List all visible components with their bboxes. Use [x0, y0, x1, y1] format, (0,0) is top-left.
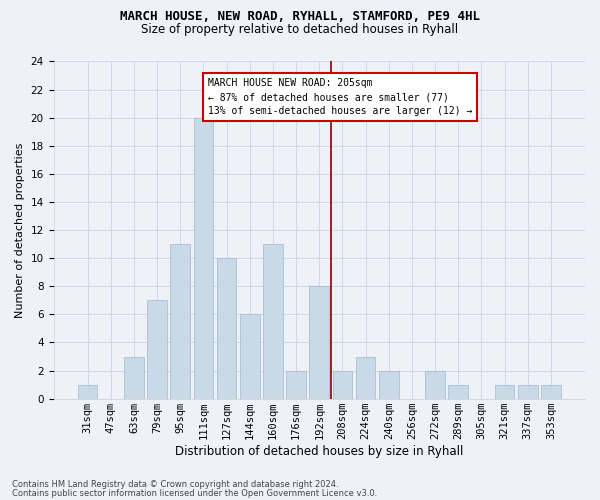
- Bar: [124, 356, 144, 399]
- Bar: [240, 314, 260, 398]
- Bar: [356, 356, 376, 399]
- Bar: [286, 370, 306, 398]
- Bar: [310, 286, 329, 399]
- Bar: [541, 384, 561, 398]
- Bar: [147, 300, 167, 398]
- Bar: [495, 384, 514, 398]
- Bar: [263, 244, 283, 398]
- Text: MARCH HOUSE NEW ROAD: 205sqm
← 87% of detached houses are smaller (77)
13% of se: MARCH HOUSE NEW ROAD: 205sqm ← 87% of de…: [208, 78, 472, 116]
- Text: Contains public sector information licensed under the Open Government Licence v3: Contains public sector information licen…: [12, 488, 377, 498]
- Text: Contains HM Land Registry data © Crown copyright and database right 2024.: Contains HM Land Registry data © Crown c…: [12, 480, 338, 489]
- Text: Size of property relative to detached houses in Ryhall: Size of property relative to detached ho…: [142, 22, 458, 36]
- Bar: [425, 370, 445, 398]
- Bar: [332, 370, 352, 398]
- Bar: [77, 384, 97, 398]
- Bar: [194, 118, 213, 398]
- Text: MARCH HOUSE, NEW ROAD, RYHALL, STAMFORD, PE9 4HL: MARCH HOUSE, NEW ROAD, RYHALL, STAMFORD,…: [120, 10, 480, 23]
- X-axis label: Distribution of detached houses by size in Ryhall: Distribution of detached houses by size …: [175, 444, 463, 458]
- Bar: [170, 244, 190, 398]
- Y-axis label: Number of detached properties: Number of detached properties: [15, 142, 25, 318]
- Bar: [518, 384, 538, 398]
- Bar: [379, 370, 398, 398]
- Bar: [217, 258, 236, 398]
- Bar: [448, 384, 468, 398]
